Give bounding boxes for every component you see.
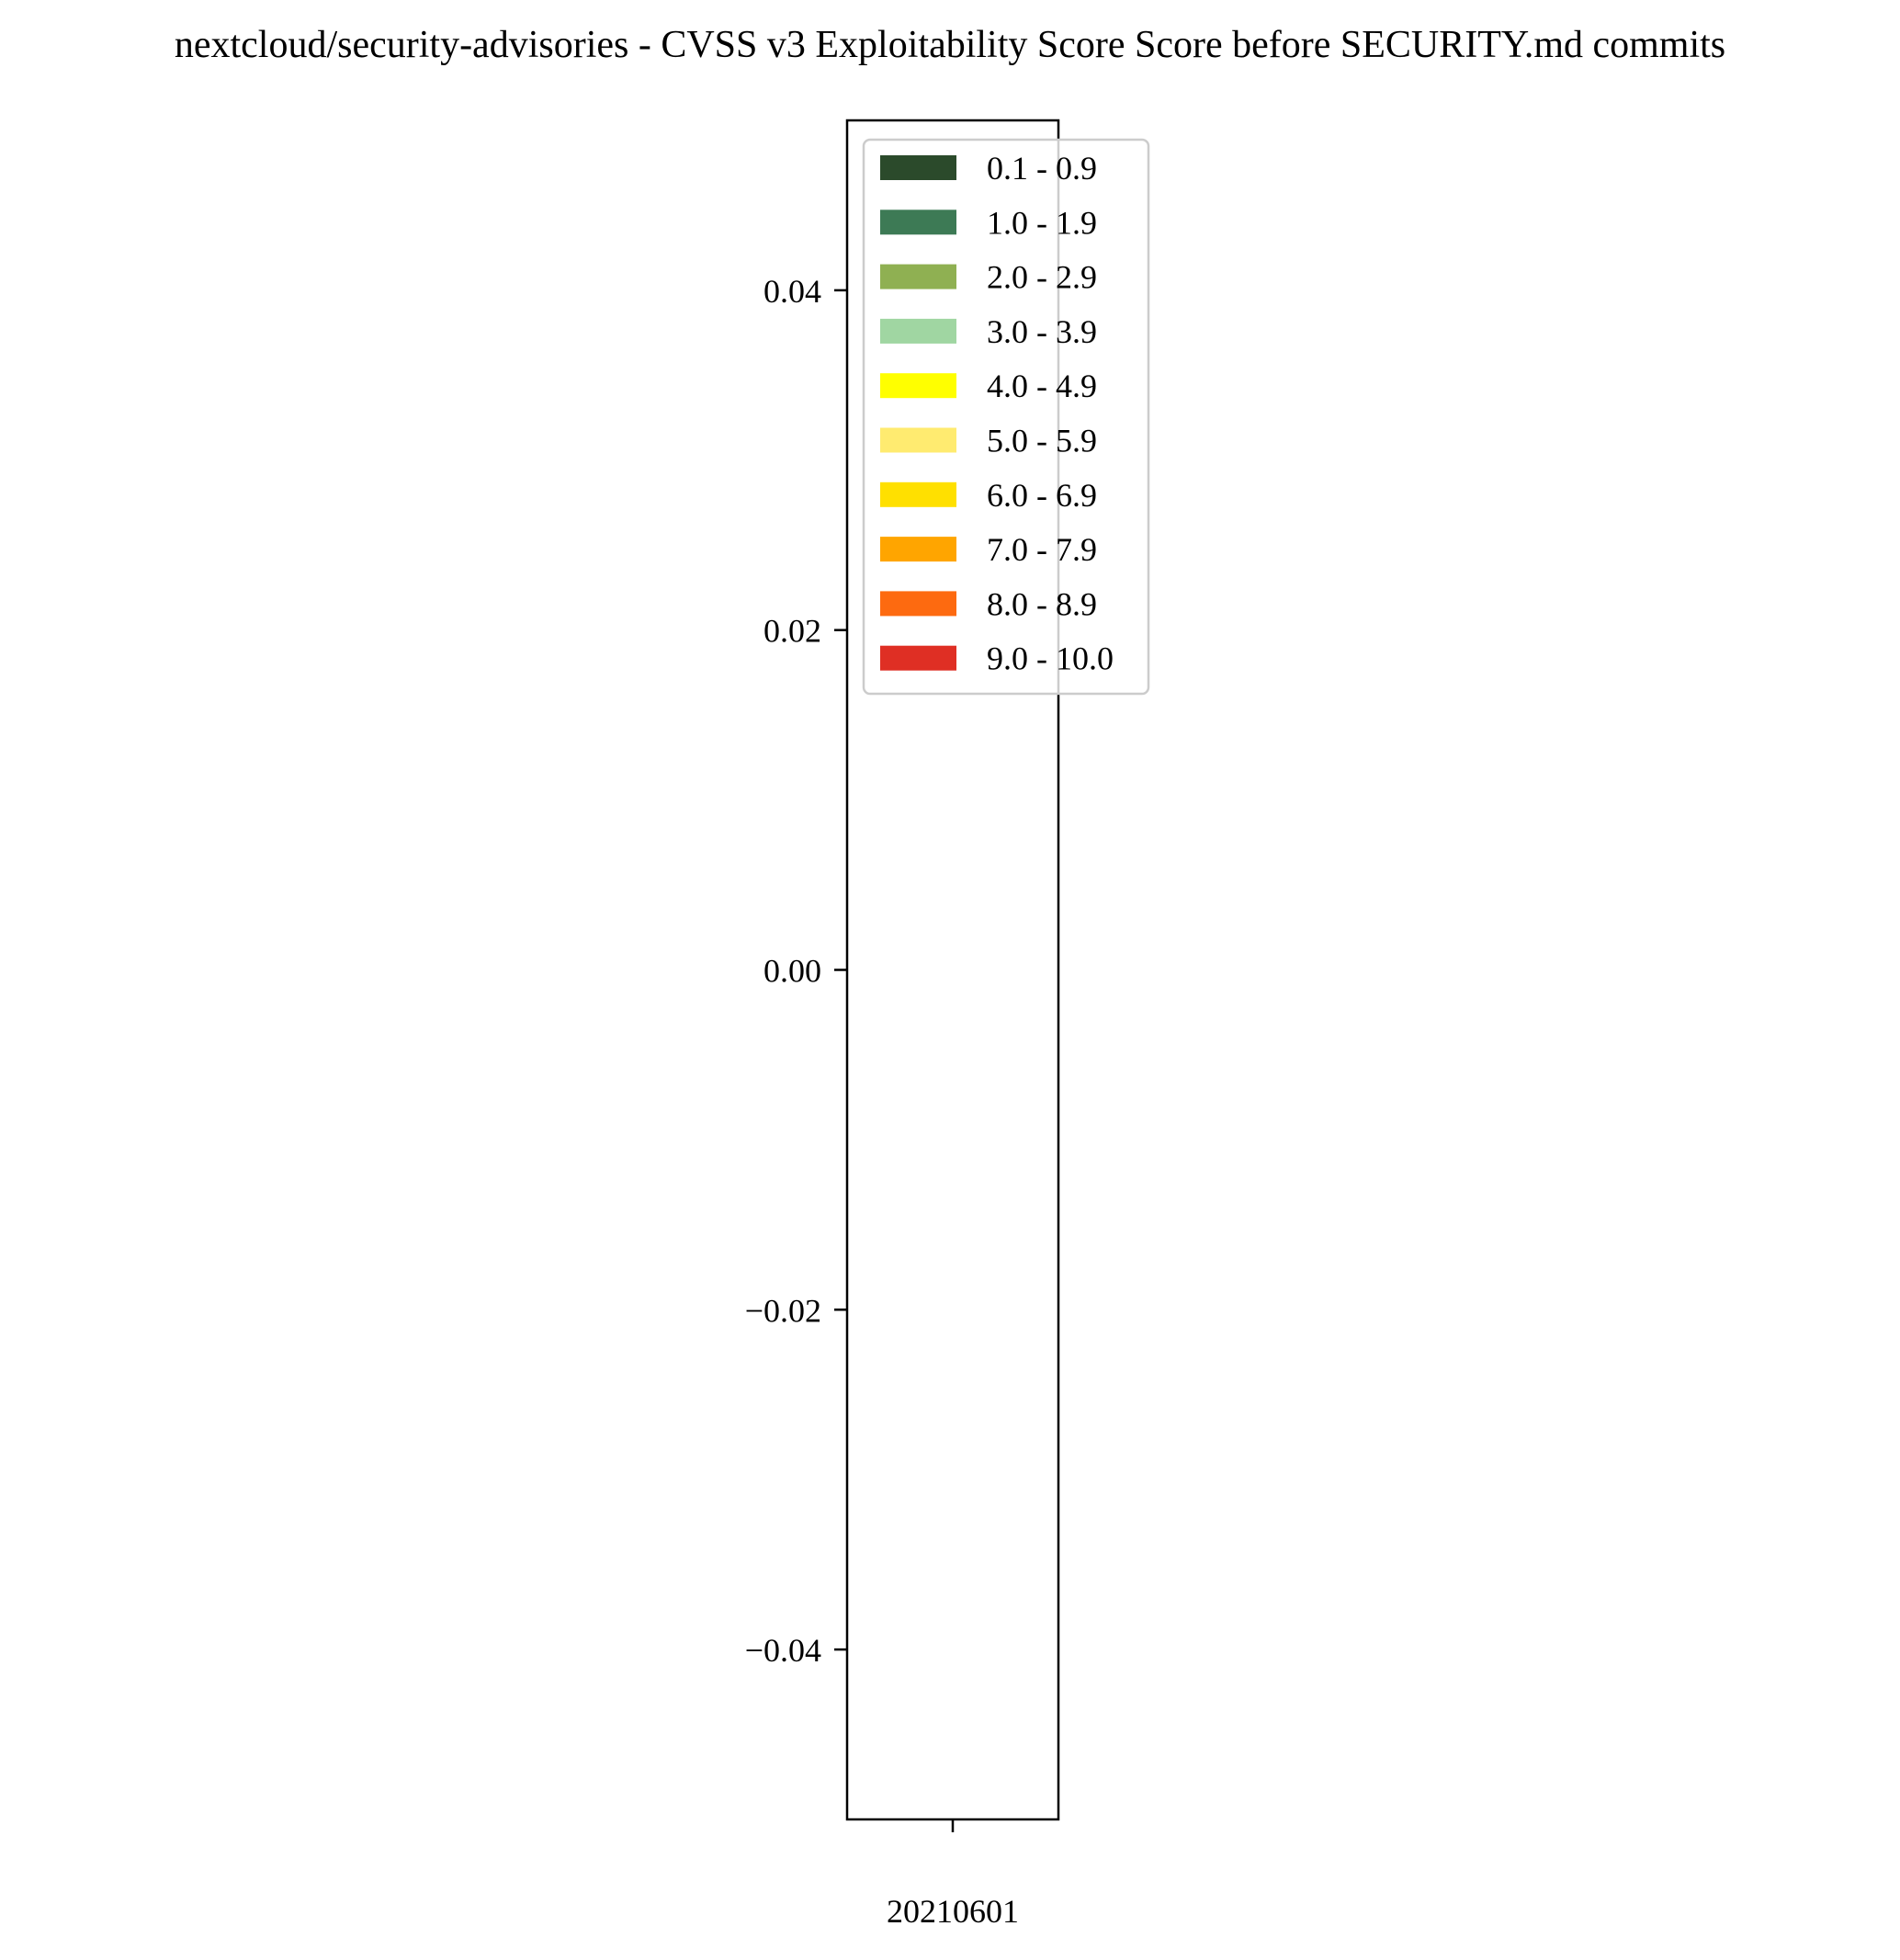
legend-swatch-6 bbox=[880, 482, 956, 507]
legend-label-3: 3.0 - 3.9 bbox=[987, 313, 1097, 350]
y-tick-label: 0.02 bbox=[763, 613, 821, 650]
legend-swatch-9 bbox=[880, 645, 956, 671]
legend: 0.1 - 0.9 1.0 - 1.9 2.0 - 2.9 3.0 - 3.9 4.0 … bbox=[862, 138, 1150, 696]
legend-swatch-1 bbox=[880, 210, 956, 235]
y-tick-label: −0.02 bbox=[745, 1292, 821, 1329]
legend-swatch-5 bbox=[880, 427, 956, 453]
legend-swatch-0 bbox=[880, 155, 956, 180]
legend-label-2: 2.0 - 2.9 bbox=[987, 259, 1097, 296]
y-tick-label: 0.04 bbox=[763, 273, 821, 310]
legend-label-0: 0.1 - 0.9 bbox=[987, 150, 1097, 187]
legend-swatch-7 bbox=[880, 537, 956, 562]
chart-title: nextcloud/security-advisories - CVSS v3 … bbox=[175, 24, 1725, 66]
y-tick-label: −0.04 bbox=[745, 1632, 821, 1669]
x-tick-label: 20210601 bbox=[887, 1893, 1019, 1930]
legend-swatch-2 bbox=[880, 264, 956, 289]
y-tick-label: 0.00 bbox=[763, 953, 821, 990]
legend-label-4: 4.0 - 4.9 bbox=[987, 368, 1097, 404]
legend-label-1: 1.0 - 1.9 bbox=[987, 204, 1097, 241]
legend-label-8: 8.0 - 8.9 bbox=[987, 585, 1097, 622]
legend-swatch-3 bbox=[880, 318, 956, 344]
legend-label-7: 7.0 - 7.9 bbox=[987, 531, 1097, 568]
legend-label-5: 5.0 - 5.9 bbox=[987, 423, 1097, 459]
legend-label-6: 6.0 - 6.9 bbox=[987, 477, 1097, 514]
legend-swatch-8 bbox=[880, 591, 956, 617]
legend-label-9: 9.0 - 10.0 bbox=[987, 640, 1114, 677]
plot-area: −0.04 −0.02 0.00 0.02 0.04 20210601 bbox=[745, 119, 1060, 1930]
legend-swatch-4 bbox=[880, 373, 956, 399]
